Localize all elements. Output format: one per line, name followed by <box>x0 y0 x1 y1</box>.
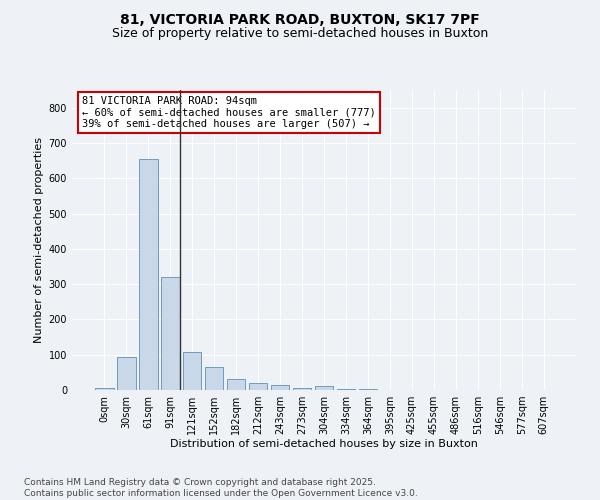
Text: 81 VICTORIA PARK ROAD: 94sqm
← 60% of semi-detached houses are smaller (777)
39%: 81 VICTORIA PARK ROAD: 94sqm ← 60% of se… <box>82 96 376 129</box>
Bar <box>139 159 158 390</box>
Bar <box>117 357 136 390</box>
Bar <box>249 383 268 390</box>
Text: 81, VICTORIA PARK ROAD, BUXTON, SK17 7PF: 81, VICTORIA PARK ROAD, BUXTON, SK17 7PF <box>120 12 480 26</box>
Y-axis label: Number of semi-detached properties: Number of semi-detached properties <box>34 137 44 343</box>
Bar <box>161 277 179 390</box>
Text: Size of property relative to semi-detached houses in Buxton: Size of property relative to semi-detach… <box>112 28 488 40</box>
Text: Contains HM Land Registry data © Crown copyright and database right 2025.
Contai: Contains HM Land Registry data © Crown c… <box>24 478 418 498</box>
Bar <box>293 388 311 390</box>
Bar <box>205 368 223 390</box>
Bar <box>183 352 202 390</box>
X-axis label: Distribution of semi-detached houses by size in Buxton: Distribution of semi-detached houses by … <box>170 438 478 448</box>
Bar <box>314 386 334 390</box>
Bar <box>95 388 113 390</box>
Bar <box>271 384 289 390</box>
Bar <box>337 389 355 390</box>
Bar <box>227 380 245 390</box>
